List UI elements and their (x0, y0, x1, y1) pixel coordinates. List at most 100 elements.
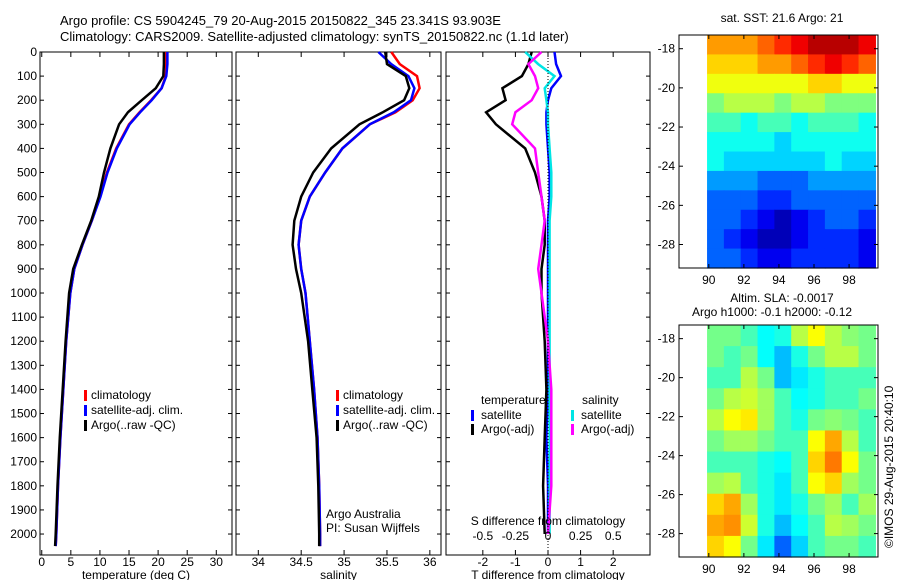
salinity-xtick-label: 35 (337, 555, 351, 569)
sla_map-cell (740, 388, 759, 410)
legend-swatch-1 (471, 424, 474, 435)
sst_map-cell (808, 229, 826, 250)
depth-tick-label: 1600 (10, 431, 37, 445)
sst_map-cell (791, 190, 809, 211)
sla_map-cell (841, 388, 860, 410)
sst_map-cell (808, 190, 826, 211)
sla_map-cell (824, 346, 843, 368)
sst_map-cell (824, 209, 843, 230)
sst_map-cell (707, 190, 725, 211)
sst_map-ytick-label: -24 (658, 159, 676, 173)
sla_map-cell (740, 451, 759, 474)
sst_map-cell (824, 35, 843, 56)
sla_map-cell (791, 514, 809, 537)
sst_map-ytick-label: -18 (658, 42, 676, 56)
sla_map-cell (808, 346, 826, 368)
depth-tick-label: 700 (17, 214, 37, 228)
sla_map-cell (841, 493, 860, 516)
depth-tick-label: 300 (17, 117, 37, 131)
depth-tick-label: 1700 (10, 455, 37, 469)
temperature-series-satellite-adj-clim- (54, 52, 169, 547)
sst_map-cell (723, 248, 742, 269)
legend-swatch-1 (336, 405, 339, 416)
sla_map-ytick-label: -20 (658, 371, 676, 385)
sst_map-cell (824, 190, 843, 211)
sla_map-cell (858, 388, 876, 410)
sla_map-cell (841, 535, 860, 558)
salinity-xtick-label: 35.5 (375, 555, 399, 569)
pi-label: PI: Susan Wijffels (326, 521, 420, 535)
title-line-2: Climatology: CARS2009. Satellite-adjuste… (60, 29, 569, 44)
difference-series-temperature-argo-adj- (484, 51, 548, 535)
legend-title-salinity: salinity (582, 393, 619, 407)
sst_map-cell (723, 73, 742, 94)
depth-tick-label: 0 (30, 45, 37, 59)
sst_map-ytick-label: -22 (658, 120, 676, 134)
sla_map-cell (858, 535, 876, 558)
difference-series-salinity-satellite (524, 51, 557, 534)
sst_map-cell (774, 54, 792, 75)
sla_map-ytick-label: -24 (658, 449, 676, 463)
depth-tick-label: 100 (17, 69, 37, 83)
difference-xlabel: T difference from climatology (471, 568, 625, 580)
argo-australia-label: Argo Australia (326, 507, 401, 521)
sst_map-cell (858, 151, 876, 172)
legend-swatch-0 (84, 390, 87, 401)
sla-map-title: Altim. SLA: -0.0017 (730, 291, 834, 305)
sst_map-cell (808, 112, 826, 133)
sla_map-cell (740, 493, 759, 516)
sla_map-cell (757, 535, 775, 558)
temperature-xtick-label: 20 (151, 555, 165, 569)
sla_map-cell (858, 451, 876, 474)
sst_map-xtick-label: 98 (842, 273, 856, 287)
sst_map-cell (757, 35, 775, 56)
sst_map-cell (723, 112, 742, 133)
legend-label-2: satellite (581, 408, 622, 422)
sla_map-cell (723, 367, 742, 389)
sst_map-cell (791, 35, 809, 56)
sst_map-cell (808, 151, 826, 172)
depth-tick-label: 1200 (10, 334, 37, 348)
sst_map-cell (774, 170, 792, 191)
difference-xtick-label: -1 (510, 555, 521, 569)
sst_map-cell (740, 93, 759, 114)
sst_map-cell (858, 73, 876, 94)
sst_map-cell (824, 151, 843, 172)
sla_map-cell (824, 388, 843, 410)
sla_map-cell (841, 514, 860, 537)
legend-label-0: climatology (343, 388, 403, 402)
sst_map-cell (757, 151, 775, 172)
sla_map-cell (841, 430, 860, 453)
sst_map-cell (757, 54, 775, 75)
sst_map-cell (740, 112, 759, 133)
sla_map-cell (791, 388, 809, 410)
sst_map-cell (858, 170, 876, 191)
sst_map-cell (791, 229, 809, 250)
sla_map-cell (757, 409, 775, 432)
sla_map-cell (757, 472, 775, 495)
legend-title-temperature: temperature (481, 393, 546, 407)
salinity-xtick-label: 34 (252, 555, 266, 569)
sla_map-cell (740, 325, 759, 347)
sla_map-cell (824, 451, 843, 474)
sla_map-cell (841, 451, 860, 474)
temperature-xlabel: temperature (deg C) (82, 568, 190, 580)
sst_map-cell (774, 132, 792, 153)
legend-label-1: satellite-adj. clim. (343, 403, 435, 417)
depth-tick-label: 800 (17, 238, 37, 252)
sst_map-cell (841, 35, 860, 56)
sla_map-cell (808, 451, 826, 474)
sla_map-cell (808, 388, 826, 410)
sla_map-cell (707, 346, 725, 368)
sst_map-cell (858, 248, 876, 269)
sst_map-ytick-label: -20 (658, 81, 676, 95)
sla_map-cell (723, 514, 742, 537)
temperature-xtick-label: 5 (67, 555, 74, 569)
sla_map-cell (774, 472, 792, 495)
sla_map-cell (774, 535, 792, 558)
sla_map-cell (791, 367, 809, 389)
s-difference-label: S difference from climatology (471, 514, 626, 528)
sst_map-cell (774, 35, 792, 56)
temperature-series-argo-raw-qc- (53, 52, 166, 547)
sst_map-cell (723, 151, 742, 172)
